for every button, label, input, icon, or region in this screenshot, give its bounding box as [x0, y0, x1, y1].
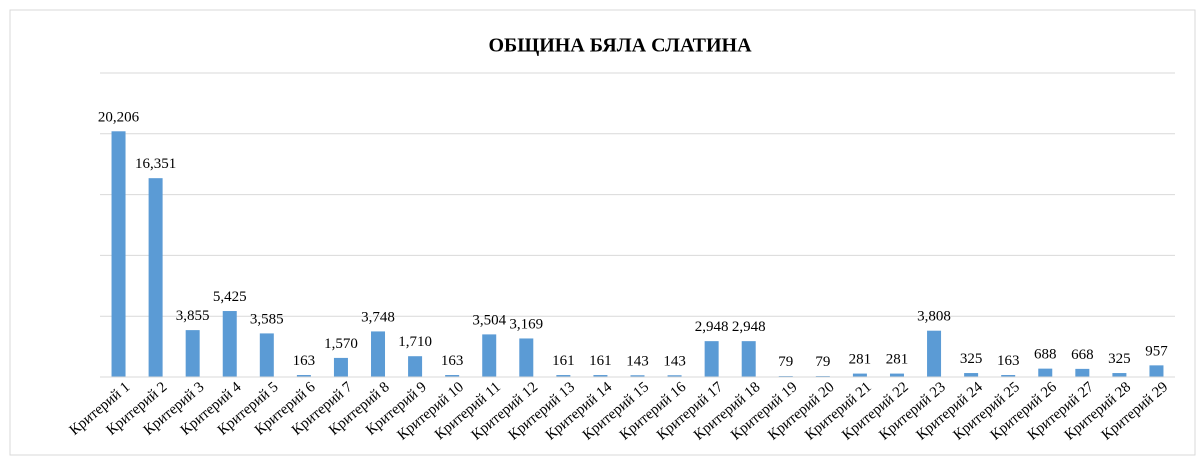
bar [1001, 375, 1016, 377]
bar [667, 375, 682, 377]
data-label: 143 [663, 353, 686, 369]
data-label: 5,425 [213, 289, 247, 305]
data-label: 3,585 [250, 311, 284, 327]
data-label: 325 [960, 351, 983, 367]
data-label: 957 [1145, 343, 1168, 359]
bar [556, 375, 571, 377]
bar [408, 356, 423, 377]
bar [741, 341, 756, 377]
data-label: 163 [441, 353, 464, 369]
data-label: 20,206 [98, 109, 140, 125]
data-label: 281 [886, 352, 909, 368]
data-label: 16,351 [135, 156, 176, 172]
bar [852, 373, 867, 377]
bar [1038, 368, 1053, 377]
bar [1112, 373, 1127, 377]
data-label: 668 [1071, 347, 1094, 363]
data-label: 163 [293, 353, 316, 369]
bar [1149, 365, 1164, 377]
bar [111, 131, 126, 377]
data-label: 325 [1108, 351, 1131, 367]
data-label: 3,169 [509, 316, 543, 332]
chart-title: ОБЩИНА БЯЛА СЛАТИНА [488, 35, 752, 57]
bar [148, 178, 163, 377]
data-label: 281 [849, 352, 872, 368]
bar [704, 341, 719, 377]
data-label: 1,570 [324, 336, 358, 352]
bar [371, 331, 386, 377]
bar [630, 375, 645, 377]
data-label: 688 [1034, 347, 1057, 363]
data-label: 1,710 [398, 334, 432, 350]
bar [889, 373, 904, 377]
bar [593, 375, 608, 377]
bar [964, 373, 979, 377]
data-label: 2,948 [695, 319, 729, 335]
bar [519, 338, 534, 377]
data-label: 2,948 [732, 319, 766, 335]
data-label: 79 [815, 354, 830, 370]
data-label: 143 [626, 353, 649, 369]
chart-border [9, 9, 1196, 456]
bar [185, 330, 200, 377]
data-label: 161 [589, 353, 612, 369]
bar [333, 357, 348, 377]
bar [1075, 368, 1090, 377]
bar [927, 330, 942, 377]
bar [482, 334, 497, 377]
data-label: 163 [997, 353, 1020, 369]
data-label: 3,504 [472, 312, 506, 328]
data-label: 161 [552, 353, 575, 369]
bar [222, 311, 237, 377]
bar [259, 333, 274, 377]
data-label: 3,748 [361, 309, 395, 325]
bar [445, 375, 460, 377]
bar [296, 375, 311, 377]
data-label: 79 [778, 354, 793, 370]
data-label: 3,808 [917, 309, 951, 325]
data-label: 3,855 [176, 308, 210, 324]
